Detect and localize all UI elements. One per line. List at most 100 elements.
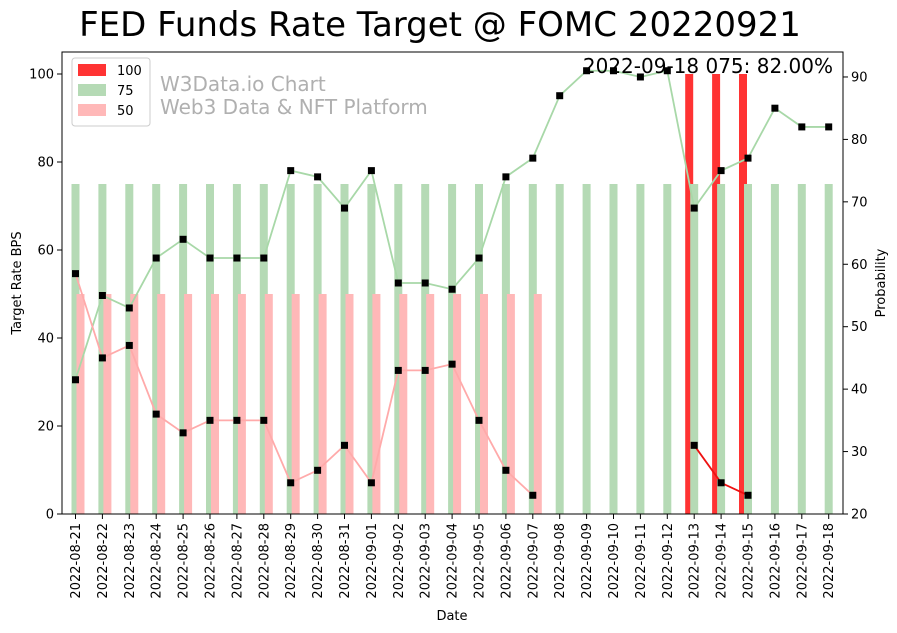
bar-75-2022-09-12 [663,184,672,514]
x-tick-label: 2022-08-28 [257,523,272,599]
bar-50-2022-08-31 [345,294,354,514]
point-75-2022-09-07 [529,154,537,162]
y-tick-label-right: 20 [851,508,868,523]
bar-75-2022-08-24 [152,184,161,514]
x-axis-label: Date [436,609,467,624]
point-75-2022-09-16 [771,104,779,112]
x-tick-label: 2022-08-27 [230,523,245,599]
bar-75-2022-08-21 [71,184,80,514]
x-tick-label: 2022-08-22 [96,523,111,599]
y-axis-label-right: Probability [874,248,889,317]
point-75-2022-08-26 [206,254,214,262]
point-50-2022-08-22 [98,354,106,362]
bar-50-2022-08-29 [291,294,300,514]
bar-50-2022-08-23 [130,294,139,514]
bar-75-2022-09-06 [501,184,510,514]
y-tick-label-left: 60 [37,244,54,259]
x-tick-label: 2022-09-18 [822,523,837,599]
point-50-2022-09-05 [475,416,483,424]
point-50-2022-08-26 [206,416,214,424]
bar-75-2022-08-23 [125,184,134,514]
bar-50-2022-08-22 [103,294,112,514]
bar-50-2022-09-04 [453,294,462,514]
point-50-2022-08-28 [260,416,268,424]
y-axis-label-left: Target Rate BPS [10,231,25,335]
point-75-2022-09-08 [556,92,564,100]
x-tick-label: 2022-09-05 [473,523,488,599]
x-tick-label: 2022-08-21 [69,523,84,599]
x-tick-label: 2022-09-10 [607,523,622,599]
y-tick-label-left: 80 [37,156,54,171]
x-tick-label: 2022-09-09 [580,523,595,599]
point-50-2022-08-30 [314,466,322,474]
watermark-line-1: W3Data.io Chart [160,72,326,96]
x-tick-label: 2022-09-07 [526,523,541,599]
y-tick-label-left: 100 [29,68,54,83]
point-75-2022-09-14 [717,167,725,175]
legend: 100 75 50 [71,57,151,127]
bar-50-2022-08-30 [318,294,327,514]
point-50-2022-08-25 [179,429,187,437]
bar-50-2022-09-07 [533,294,542,514]
bar-75-2022-08-30 [313,184,322,514]
bar-75-2022-09-05 [475,184,483,514]
y-tick-label-right: 30 [851,445,868,460]
y-tick-label-right: 40 [851,383,868,398]
bar-50-2022-09-05 [480,294,488,514]
bar-75-2022-09-09 [582,184,591,514]
x-tick-label: 2022-09-14 [715,523,730,599]
bar-75-2022-09-04 [448,184,457,514]
y-tick-label-right: 90 [851,70,868,85]
x-tick-label: 2022-09-03 [419,523,434,599]
bar-75-2022-09-13 [690,184,699,514]
x-tick-label: 2022-09-13 [688,523,703,599]
bar-75-2022-09-07 [528,184,537,514]
point-100-2022-09-15 [744,491,752,499]
x-tick-label: 2022-08-31 [338,523,353,599]
x-tick-label: 2022-08-25 [177,523,192,599]
point-75-2022-09-01 [367,167,375,175]
x-tick-label: 2022-08-30 [311,523,326,599]
bar-100-2022-09-14 [712,74,721,514]
point-50-2022-09-04 [448,360,456,368]
point-75-2022-09-02 [394,279,402,287]
point-75-2022-08-22 [98,291,106,299]
bar-50-2022-08-28 [264,294,273,514]
y-tick-label-right: 80 [851,133,868,148]
x-tick-label: 2022-09-01 [365,523,380,599]
x-tick-label: 2022-08-29 [284,523,299,599]
bar-75-2022-08-31 [340,184,349,514]
point-50-2022-09-01 [367,479,375,487]
bar-75-2022-08-22 [98,184,107,514]
point-50-2022-08-24 [152,410,160,418]
point-75-2022-08-29 [287,167,295,175]
point-75-2022-09-09 [583,67,591,75]
point-50-2022-08-21 [72,270,79,278]
x-tick-label: 2022-09-06 [499,523,514,599]
y-tick-label-right: 70 [851,195,868,210]
bar-75-2022-09-14 [717,184,726,514]
y-tick-label-left: 40 [37,332,54,347]
legend-label-75: 75 [117,84,134,99]
x-tick-label: 2022-09-08 [553,523,568,599]
point-75-2022-09-12 [663,67,671,75]
x-tick-label: 2022-09-11 [634,523,649,599]
point-75-2022-09-04 [448,285,456,293]
y-tick-label-left: 20 [37,420,54,435]
bar-75-2022-09-15 [744,184,752,514]
bar-75-2022-08-26 [206,184,214,514]
bar-75-2022-09-02 [394,184,403,514]
bar-50-2022-09-06 [506,294,515,514]
point-75-2022-09-15 [744,154,752,162]
legend-swatch-100 [78,64,106,76]
bar-75-2022-08-25 [179,184,188,514]
point-75-2022-09-11 [636,73,644,81]
bar-75-2022-09-18 [824,184,833,514]
watermark-line-2: Web3 Data & NFT Platform [160,95,428,119]
point-75-2022-09-06 [502,173,510,181]
point-75-2022-08-28 [260,254,268,262]
bar-75-2022-09-01 [367,184,376,514]
point-75-2022-08-23 [125,304,133,312]
point-75-2022-08-31 [341,204,348,212]
